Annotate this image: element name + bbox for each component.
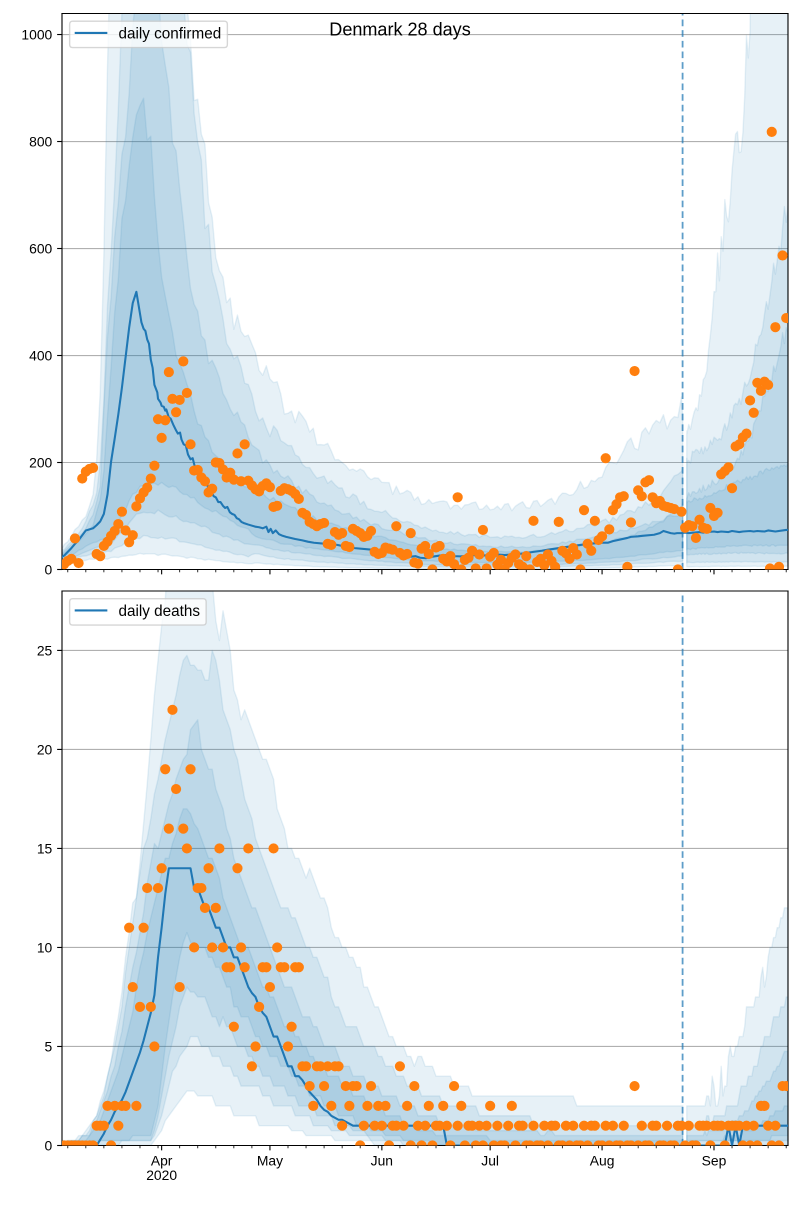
- svg-text:25: 25: [37, 642, 53, 658]
- svg-text:daily confirmed: daily confirmed: [119, 25, 222, 42]
- svg-text:400: 400: [29, 348, 52, 364]
- svg-text:600: 600: [29, 241, 52, 257]
- svg-text:Apr: Apr: [151, 1152, 173, 1168]
- svg-text:200: 200: [29, 455, 52, 471]
- svg-text:Jul: Jul: [481, 1152, 499, 1168]
- svg-text:5: 5: [45, 1039, 53, 1055]
- svg-text:2020: 2020: [146, 1167, 177, 1183]
- svg-text:0: 0: [45, 1138, 53, 1154]
- svg-text:Aug: Aug: [590, 1152, 615, 1168]
- svg-text:20: 20: [37, 741, 53, 757]
- svg-text:daily deaths: daily deaths: [119, 603, 201, 620]
- svg-text:Denmark 28 days: Denmark 28 days: [329, 19, 470, 39]
- svg-text:May: May: [257, 1152, 283, 1168]
- svg-text:0: 0: [45, 562, 53, 578]
- svg-text:Jun: Jun: [371, 1152, 393, 1168]
- svg-text:10: 10: [37, 939, 53, 955]
- svg-text:1000: 1000: [21, 27, 52, 43]
- svg-text:15: 15: [37, 840, 53, 856]
- svg-text:Sep: Sep: [702, 1152, 727, 1168]
- svg-text:800: 800: [29, 134, 52, 150]
